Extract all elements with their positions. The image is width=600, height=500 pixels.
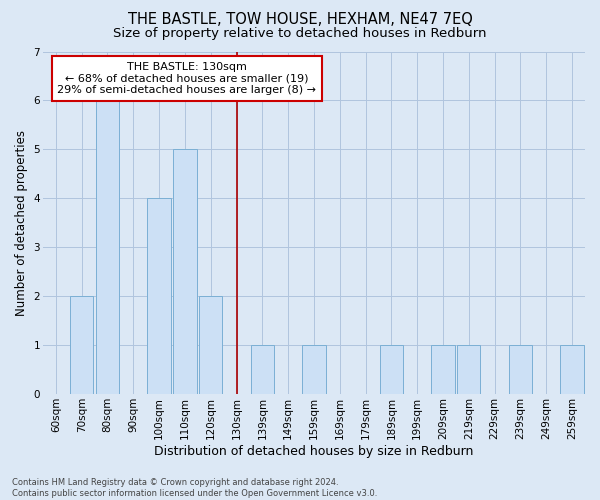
Bar <box>457 345 481 394</box>
Bar <box>509 345 532 394</box>
Text: Size of property relative to detached houses in Redburn: Size of property relative to detached ho… <box>113 28 487 40</box>
Bar <box>148 198 171 394</box>
Bar <box>302 345 326 394</box>
Bar <box>199 296 223 394</box>
Bar <box>560 345 584 394</box>
Bar <box>380 345 403 394</box>
Bar <box>96 100 119 394</box>
Text: Contains HM Land Registry data © Crown copyright and database right 2024.
Contai: Contains HM Land Registry data © Crown c… <box>12 478 377 498</box>
Text: THE BASTLE: 130sqm
← 68% of detached houses are smaller (19)
29% of semi-detache: THE BASTLE: 130sqm ← 68% of detached hou… <box>57 62 316 95</box>
Text: THE BASTLE, TOW HOUSE, HEXHAM, NE47 7EQ: THE BASTLE, TOW HOUSE, HEXHAM, NE47 7EQ <box>128 12 472 28</box>
Bar <box>251 345 274 394</box>
Y-axis label: Number of detached properties: Number of detached properties <box>15 130 28 316</box>
Bar <box>70 296 93 394</box>
Bar <box>431 345 455 394</box>
X-axis label: Distribution of detached houses by size in Redburn: Distribution of detached houses by size … <box>154 444 473 458</box>
Bar <box>173 150 197 394</box>
